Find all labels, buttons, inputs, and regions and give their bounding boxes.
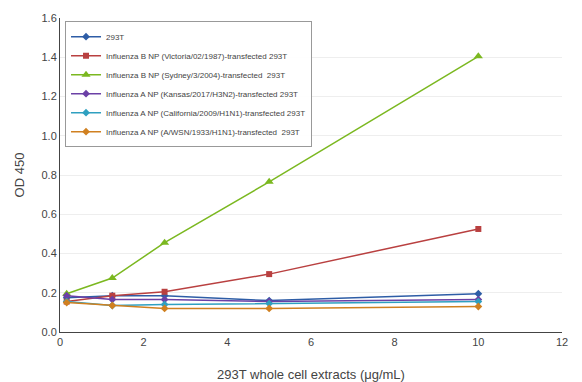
svg-text:0.6: 0.6 xyxy=(42,208,57,220)
svg-text:Influenza B NP (Victoria/02/19: Influenza B NP (Victoria/02/1987)-transf… xyxy=(106,52,287,61)
svg-text:Influenza A NP (A/WSN/1933/H1N: Influenza A NP (A/WSN/1933/H1N1)-transfe… xyxy=(106,128,300,137)
svg-text:Influenza A NP (California/200: Influenza A NP (California/2009/H1N1)-tr… xyxy=(106,109,305,118)
svg-text:12: 12 xyxy=(556,336,568,348)
svg-text:1.6: 1.6 xyxy=(42,12,57,24)
svg-text:1.0: 1.0 xyxy=(42,130,57,142)
svg-text:0: 0 xyxy=(57,336,63,348)
svg-text:10: 10 xyxy=(472,336,484,348)
svg-text:6: 6 xyxy=(308,336,314,348)
svg-text:OD 450: OD 450 xyxy=(12,153,27,198)
svg-text:8: 8 xyxy=(392,336,398,348)
svg-text:Influenza B NP (Sydney/3/2004): Influenza B NP (Sydney/3/2004)-transfect… xyxy=(106,71,285,80)
svg-text:0.8: 0.8 xyxy=(42,169,57,181)
svg-text:Influenza A NP (Kansas/2017/H3: Influenza A NP (Kansas/2017/H3N2)-transf… xyxy=(106,90,298,99)
svg-text:0.0: 0.0 xyxy=(42,326,57,338)
svg-text:293T: 293T xyxy=(106,33,124,42)
svg-text:0.2: 0.2 xyxy=(42,287,57,299)
svg-text:0.4: 0.4 xyxy=(42,247,57,259)
svg-text:2: 2 xyxy=(141,336,147,348)
svg-text:1.4: 1.4 xyxy=(42,51,57,63)
svg-text:4: 4 xyxy=(224,336,230,348)
svg-text:293T whole cell extracts (μg/m: 293T whole cell extracts (μg/mL) xyxy=(217,367,405,382)
svg-text:1.2: 1.2 xyxy=(42,90,57,102)
